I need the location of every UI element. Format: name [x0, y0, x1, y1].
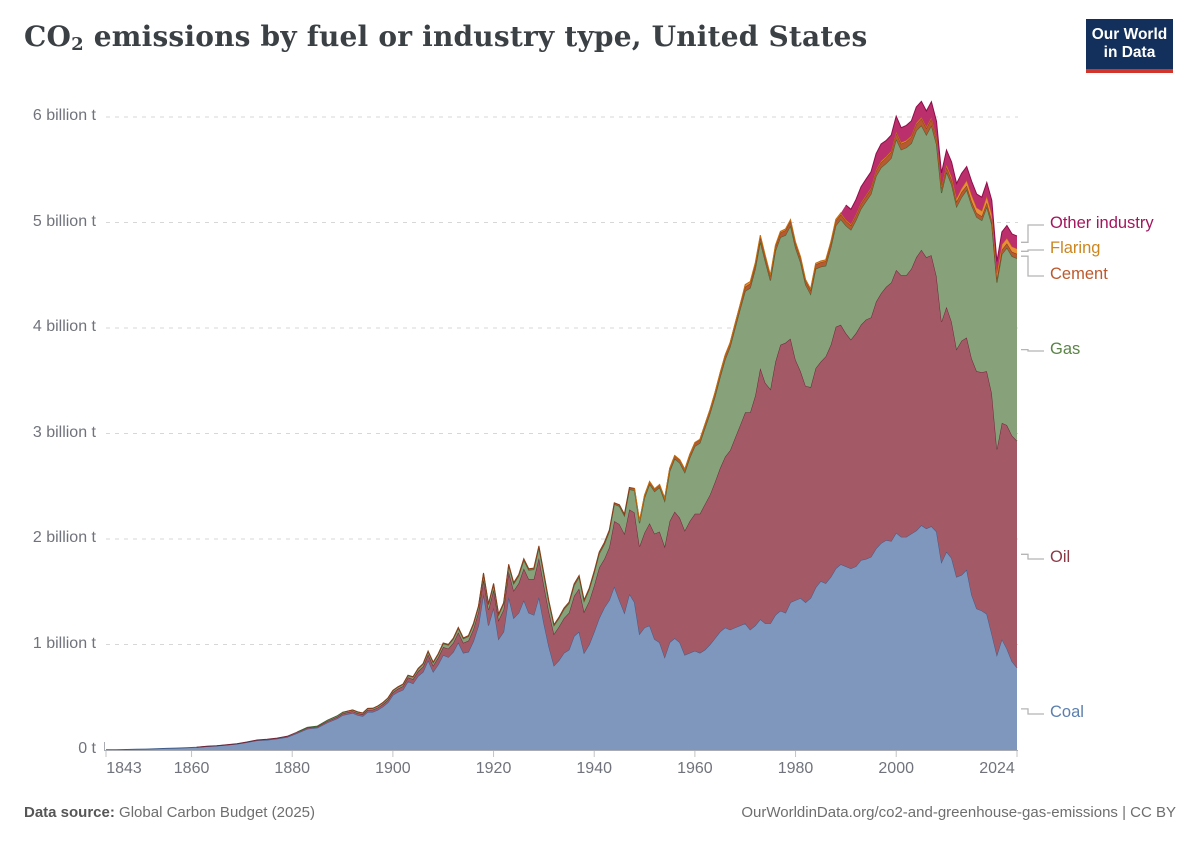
credit-note: OurWorldinData.org/co2-and-greenhouse-ga… — [741, 804, 1176, 821]
title-rest: emissions by fuel or industry type, Unit… — [83, 20, 868, 53]
title-prefix: CO — [24, 20, 72, 53]
legend-connector-coal — [1021, 708, 1044, 715]
legend-connector-other — [1021, 224, 1044, 243]
data-source-label: Data source: — [24, 804, 115, 821]
legend-label-flaring[interactable]: Flaring — [1050, 239, 1101, 257]
area-gas[interactable] — [106, 125, 1017, 750]
x-tick-label-2000: 2000 — [878, 760, 914, 777]
y-tick-label-1: 1 billion t — [32, 634, 96, 652]
area-edge-other — [845, 100, 1018, 262]
x-tick-label-1860: 1860 — [173, 760, 210, 777]
y-tick-label-5: 5 billion t — [32, 212, 96, 230]
x-tick-label-1940: 1940 — [576, 760, 612, 777]
legend-connector-gas — [1021, 348, 1044, 352]
y-tick-label-3: 3 billion t — [32, 423, 96, 441]
legend-label-other[interactable]: Other industry — [1050, 214, 1154, 232]
x-tick-label-1980: 1980 — [777, 760, 814, 777]
x-tick-label-2024: 2024 — [979, 760, 1015, 777]
owid-logo-line2: in Data — [1103, 44, 1156, 61]
area-coal[interactable] — [106, 525, 1017, 750]
owid-logo[interactable]: Our World in Data — [1086, 19, 1173, 73]
y-tick-label-6: 6 billion t — [32, 107, 96, 124]
legend-connector-cement — [1021, 255, 1044, 277]
x-tick-label-1960: 1960 — [677, 760, 713, 777]
y-tick-label-2: 2 billion t — [32, 529, 96, 546]
legend-connector-flaring — [1021, 249, 1044, 252]
x-tick-label-1920: 1920 — [475, 760, 512, 777]
y-tick-label-0: 0 t — [78, 740, 96, 757]
page-title: CO2 emissions by fuel or industry type, … — [24, 20, 1064, 55]
owid-logo-line1: Our World — [1091, 26, 1168, 43]
legend-label-coal[interactable]: Coal — [1050, 703, 1084, 721]
x-tick-label-1880: 1880 — [274, 760, 311, 777]
data-source-value: Global Carbon Budget (2025) — [114, 804, 316, 821]
x-tick-label-1843: 1843 — [106, 760, 142, 777]
legend-label-gas[interactable]: Gas — [1050, 340, 1081, 358]
credit-link[interactable]: OurWorldinData.org/co2-and-greenhouse-ga… — [741, 804, 1118, 821]
area-oil[interactable] — [106, 249, 1017, 750]
legend-connector-oil — [1021, 553, 1044, 560]
title-subscript: 2 — [71, 34, 84, 55]
legend-label-cement[interactable]: Cement — [1050, 265, 1108, 283]
y-tick-label-4: 4 billion t — [32, 318, 96, 335]
x-tick-label-1900: 1900 — [375, 760, 411, 777]
data-source-note: Data source: Global Carbon Budget (2025) — [24, 804, 315, 821]
credit-license: | CC BY — [1117, 804, 1176, 821]
legend-label-oil[interactable]: Oil — [1050, 548, 1071, 566]
